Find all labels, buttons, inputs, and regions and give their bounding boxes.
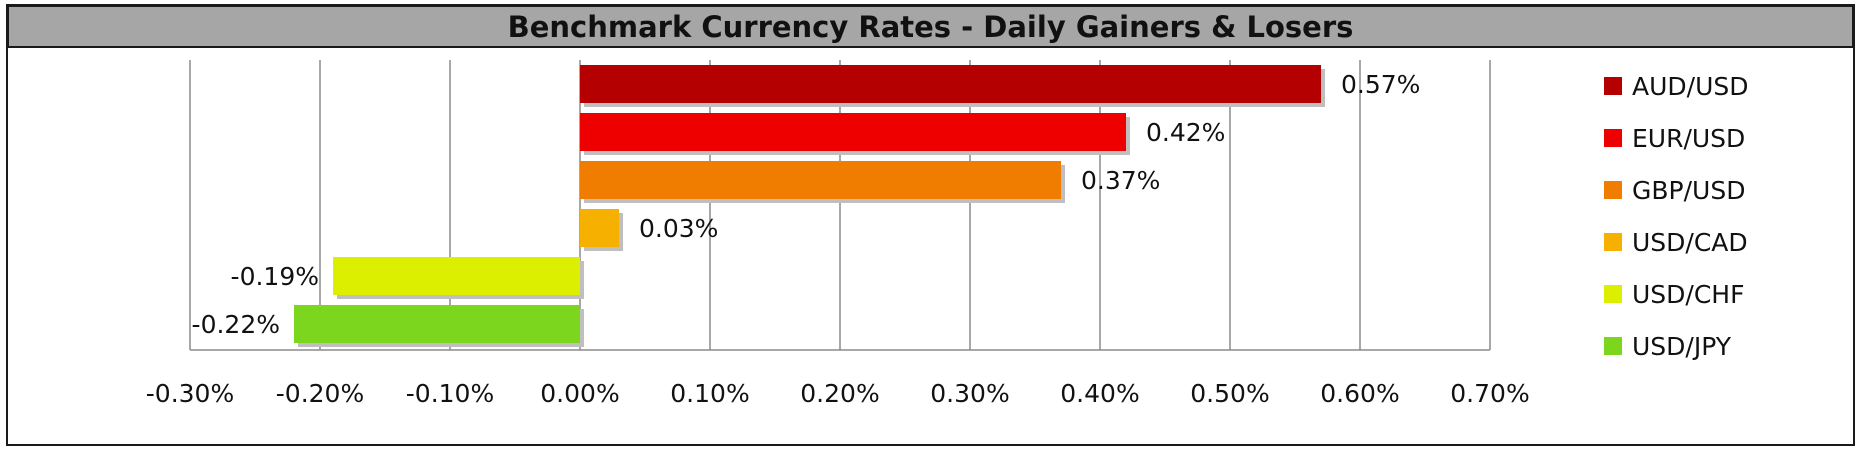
legend: AUD/USD EUR/USD GBP/USD USD/CAD USD/CHF USD/J… [1604, 72, 1749, 361]
legend-swatch [1604, 77, 1622, 95]
legend-label: GBP/USD [1632, 176, 1745, 205]
legend-label: USD/JPY [1632, 332, 1732, 361]
legend-label: EUR/USD [1632, 124, 1745, 153]
x-tick-label: 0.70% [1450, 379, 1529, 408]
x-tick-label: 0.50% [1190, 379, 1269, 408]
data-label: 0.03% [639, 214, 718, 243]
legend-label: USD/CHF [1632, 280, 1744, 309]
x-tick-label: -0.10% [406, 379, 494, 408]
chart-title: Benchmark Currency Rates - Daily Gainers… [507, 9, 1354, 44]
data-label: 0.42% [1146, 118, 1225, 147]
x-tick-label: 0.10% [670, 379, 749, 408]
chart-title-bar: Benchmark Currency Rates - Daily Gainers… [6, 4, 1855, 49]
data-label: -0.19% [231, 262, 319, 291]
legend-swatch [1604, 233, 1622, 251]
x-tick-label: 0.00% [540, 379, 619, 408]
gridlines [189, 60, 1491, 351]
bar [580, 113, 1126, 151]
legend-swatch [1604, 181, 1622, 199]
legend-swatch [1604, 129, 1622, 147]
data-label: 0.37% [1081, 166, 1160, 195]
data-labels: 0.57% 0.42% 0.37% 0.03% -0.19% -0.22% [192, 70, 1421, 339]
x-tick-label: -0.20% [276, 379, 364, 408]
x-axis-ticks: -0.30% -0.20% -0.10% 0.00% 0.10% 0.20% 0.30% 0.… [146, 379, 1530, 408]
x-tick-label: 0.60% [1320, 379, 1399, 408]
x-tick-label: 0.20% [800, 379, 879, 408]
data-label: 0.57% [1341, 70, 1420, 99]
data-label: -0.22% [192, 310, 280, 339]
bar [580, 161, 1061, 199]
bars [294, 65, 1325, 347]
bar [580, 209, 619, 247]
bar [580, 65, 1321, 103]
bar [333, 257, 580, 295]
legend-label: AUD/USD [1632, 72, 1749, 101]
bar [294, 305, 580, 343]
legend-label: USD/CAD [1632, 228, 1748, 257]
x-tick-label: 0.40% [1060, 379, 1139, 408]
x-tick-label: -0.30% [146, 379, 234, 408]
legend-swatch [1604, 337, 1622, 355]
x-tick-label: 0.30% [930, 379, 1009, 408]
legend-swatch [1604, 285, 1622, 303]
